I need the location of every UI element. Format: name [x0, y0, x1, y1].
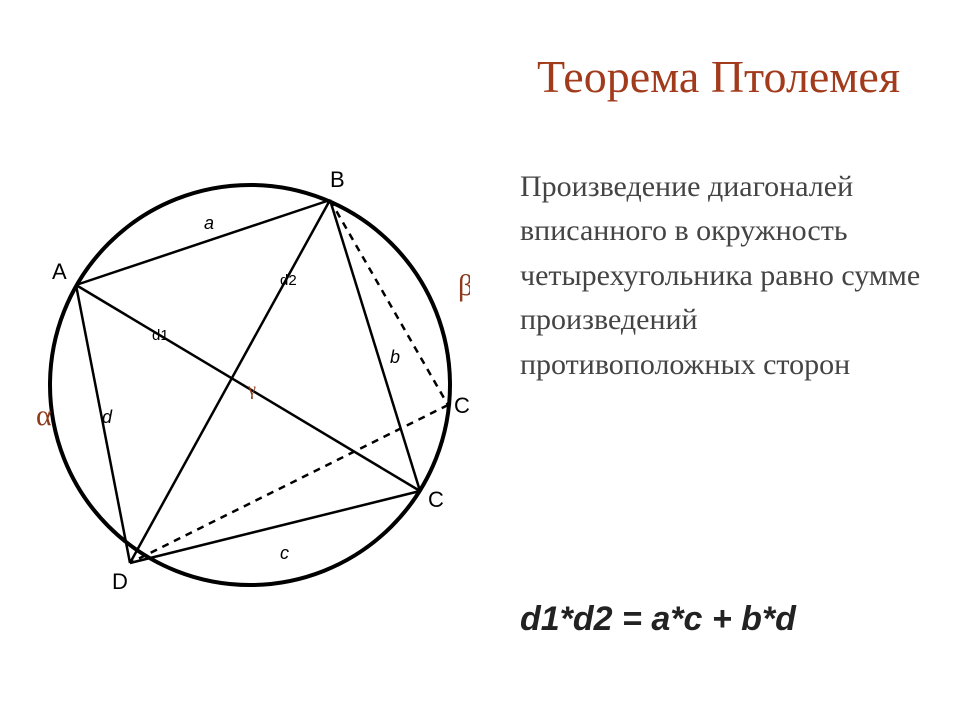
page-title: Теорема Птолемея — [537, 50, 900, 103]
svg-text:C': C' — [454, 393, 470, 418]
svg-text:C: C — [428, 487, 444, 512]
svg-text:c: c — [280, 543, 289, 563]
svg-text:γ: γ — [247, 379, 256, 399]
svg-text:d1: d1 — [152, 327, 169, 344]
theorem-formula: d1*d2 = a*c + b*d — [520, 600, 796, 639]
svg-text:D: D — [112, 569, 128, 594]
svg-text:a: a — [204, 213, 214, 233]
theorem-statement: Произведение диагоналей вписанного в окр… — [520, 165, 930, 387]
slide: { "title": "Теорема Птолемея", "body": "… — [0, 0, 960, 720]
svg-text:A: A — [52, 259, 67, 284]
svg-text:b: b — [390, 347, 400, 367]
svg-text:d: d — [102, 407, 113, 427]
svg-text:B: B — [330, 167, 345, 192]
geometry-diagram: a b c d d1 d2 A B C D C' γ α β — [30, 155, 470, 615]
ptolemy-figure: a b c d d1 d2 A B C D C' γ α β — [30, 155, 470, 615]
svg-text:β: β — [458, 269, 470, 302]
svg-text:α: α — [36, 399, 52, 432]
svg-text:d2: d2 — [280, 272, 297, 289]
